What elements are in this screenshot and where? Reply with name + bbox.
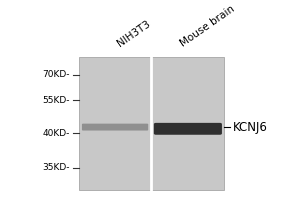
Text: 40KD-: 40KD- xyxy=(42,129,70,138)
Text: NIH3T3: NIH3T3 xyxy=(116,19,153,49)
Text: 55KD-: 55KD- xyxy=(42,96,70,105)
Text: 35KD-: 35KD- xyxy=(42,163,70,172)
Bar xyxy=(79,57,224,190)
FancyBboxPatch shape xyxy=(82,124,148,131)
Text: KCNJ6: KCNJ6 xyxy=(233,121,268,134)
Text: 70KD-: 70KD- xyxy=(42,70,70,79)
Text: Mouse brain: Mouse brain xyxy=(178,4,236,49)
FancyBboxPatch shape xyxy=(154,123,222,135)
